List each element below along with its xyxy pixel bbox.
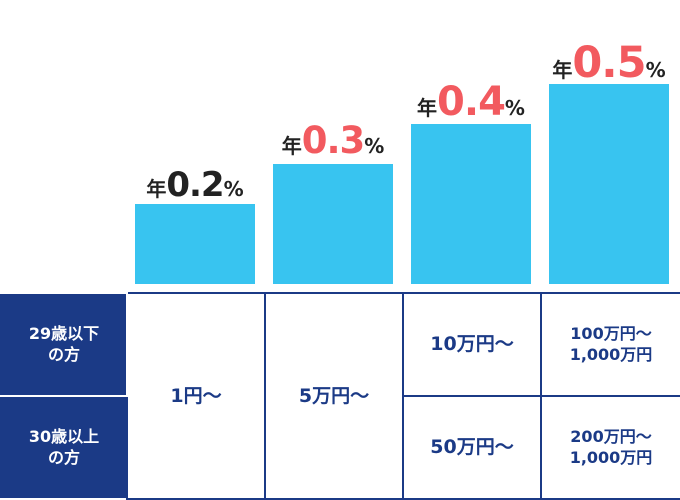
rate-label: 年0.5% xyxy=(509,42,680,85)
tier-amount: 100万円〜 xyxy=(570,323,652,343)
tier-cell: 1円〜 xyxy=(126,292,266,500)
rate-bar xyxy=(273,164,393,284)
rate-bar xyxy=(549,84,669,284)
rate-value: 0.2 xyxy=(166,165,224,205)
age-group-header: 29歳以下 の方 xyxy=(0,292,128,397)
rate-label-suffix: % xyxy=(223,177,244,201)
rate-label-prefix: 年 xyxy=(552,58,573,82)
tier-cell: 10万円〜 xyxy=(402,292,542,397)
tier-amount: 200万円〜 xyxy=(570,426,652,446)
rate-label-prefix: 年 xyxy=(281,134,302,158)
tier-cell: 50万円〜 xyxy=(402,395,542,500)
rate-label: 年0.3% xyxy=(233,122,433,159)
rate-value: 0.4 xyxy=(437,79,506,125)
deposit-tier-table: 29歳以下 の方 1円〜 5万円〜 10万円〜 100万円〜 1,000万円 3… xyxy=(0,292,680,500)
age-group-header: 30歳以上 の方 xyxy=(0,395,128,500)
tier-cell: 5万円〜 xyxy=(264,292,404,500)
tier-cell: 200万円〜 1,000万円 xyxy=(540,395,680,500)
rate-label-prefix: 年 xyxy=(146,177,167,201)
rate-label: 年0.2% xyxy=(95,168,295,202)
interest-rate-chart: 年0.2% 年0.3% 年0.4% 年0.5% xyxy=(95,42,680,284)
tier-amount-upper: 1,000万円 xyxy=(569,344,653,364)
rate-value: 0.5 xyxy=(572,38,646,88)
age-group-label: 30歳以上 xyxy=(28,426,100,446)
age-group-label: の方 xyxy=(47,344,80,364)
rate-label-prefix: 年 xyxy=(417,96,438,120)
tier-amount-upper: 1,000万円 xyxy=(569,447,653,467)
age-group-label: 29歳以下 xyxy=(28,323,100,343)
rate-label-suffix: % xyxy=(364,134,385,158)
rate-value: 0.3 xyxy=(301,119,366,162)
tier-amount: 50万円〜 xyxy=(430,436,514,459)
table-row: 29歳以下 の方 1円〜 5万円〜 10万円〜 100万円〜 1,000万円 xyxy=(0,292,680,500)
age-group-label: の方 xyxy=(47,447,80,467)
rate-label: 年0.4% xyxy=(371,82,571,122)
tier-cell: 100万円〜 1,000万円 xyxy=(540,292,680,397)
rate-bar xyxy=(135,204,255,284)
tier-amount: 5万円〜 xyxy=(298,384,370,407)
rate-label-suffix: % xyxy=(645,58,666,82)
table-row: 30歳以上 の方 50万円〜 200万円〜 1,000万円 xyxy=(0,395,680,500)
rate-label-suffix: % xyxy=(504,96,525,120)
rate-bar xyxy=(411,124,531,284)
tier-amount: 1円〜 xyxy=(170,384,222,407)
tier-amount: 10万円〜 xyxy=(430,333,514,356)
